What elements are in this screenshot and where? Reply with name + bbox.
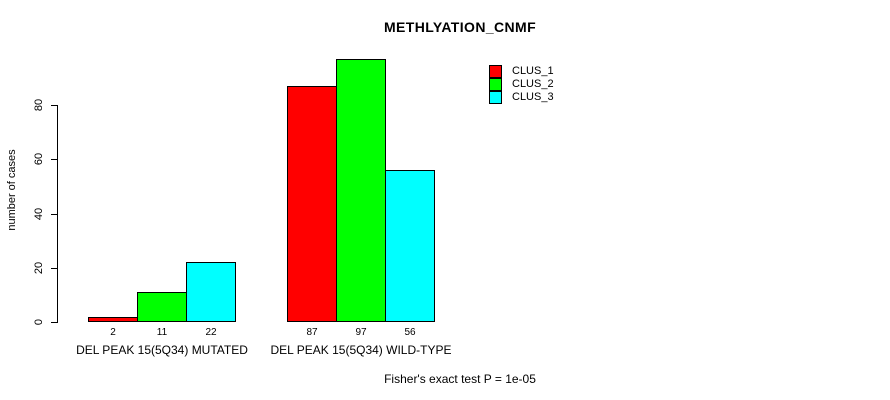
y-tick-label: 80 bbox=[33, 98, 45, 112]
bar-value-label: 87 bbox=[306, 327, 318, 338]
legend-item: CLUS_3 bbox=[489, 91, 554, 104]
bar-clus_1 bbox=[88, 317, 138, 322]
legend-swatch bbox=[489, 65, 502, 78]
bar-clus_3 bbox=[385, 170, 435, 322]
y-tick bbox=[51, 214, 58, 215]
bar-value-label: 11 bbox=[156, 327, 168, 338]
y-tick-label: 20 bbox=[33, 261, 45, 275]
legend-label: CLUS_2 bbox=[512, 78, 554, 90]
bar-group bbox=[88, 262, 236, 322]
legend-label: CLUS_1 bbox=[512, 65, 554, 77]
bar-clus_3 bbox=[186, 262, 236, 322]
legend-item: CLUS_2 bbox=[489, 78, 554, 91]
y-tick bbox=[51, 159, 58, 160]
bar-value-label: 2 bbox=[110, 327, 116, 338]
y-axis-title: number of cases bbox=[6, 149, 18, 231]
bar-group bbox=[287, 59, 435, 322]
group-label: DEL PEAK 15(5Q34) MUTATED bbox=[76, 343, 248, 357]
bar-value-label: 97 bbox=[355, 327, 367, 338]
bar-value-label: 22 bbox=[205, 327, 217, 338]
group-label: DEL PEAK 15(5Q34) WILD-TYPE bbox=[270, 343, 452, 357]
chart-title: METHLYATION_CNMF bbox=[383, 19, 537, 35]
bar-value-label: 56 bbox=[404, 327, 416, 338]
bar-clus_1 bbox=[287, 86, 337, 322]
legend-label: CLUS_3 bbox=[512, 91, 554, 103]
footnote: Fisher's exact test P = 1e-05 bbox=[384, 372, 536, 386]
y-tick-label: 60 bbox=[33, 152, 45, 166]
y-tick bbox=[51, 268, 58, 269]
y-axis-line bbox=[57, 105, 58, 322]
y-tick-label: 0 bbox=[33, 318, 45, 326]
legend-swatch bbox=[489, 78, 502, 91]
legend: CLUS_1 CLUS_2 CLUS_3 bbox=[489, 65, 554, 104]
legend-swatch bbox=[489, 91, 502, 104]
bar-clus_2 bbox=[137, 292, 187, 322]
bar-clus_2 bbox=[336, 59, 386, 322]
y-tick bbox=[51, 322, 58, 323]
y-tick-label: 40 bbox=[33, 207, 45, 221]
legend-item: CLUS_1 bbox=[489, 65, 554, 78]
y-tick bbox=[51, 105, 58, 106]
